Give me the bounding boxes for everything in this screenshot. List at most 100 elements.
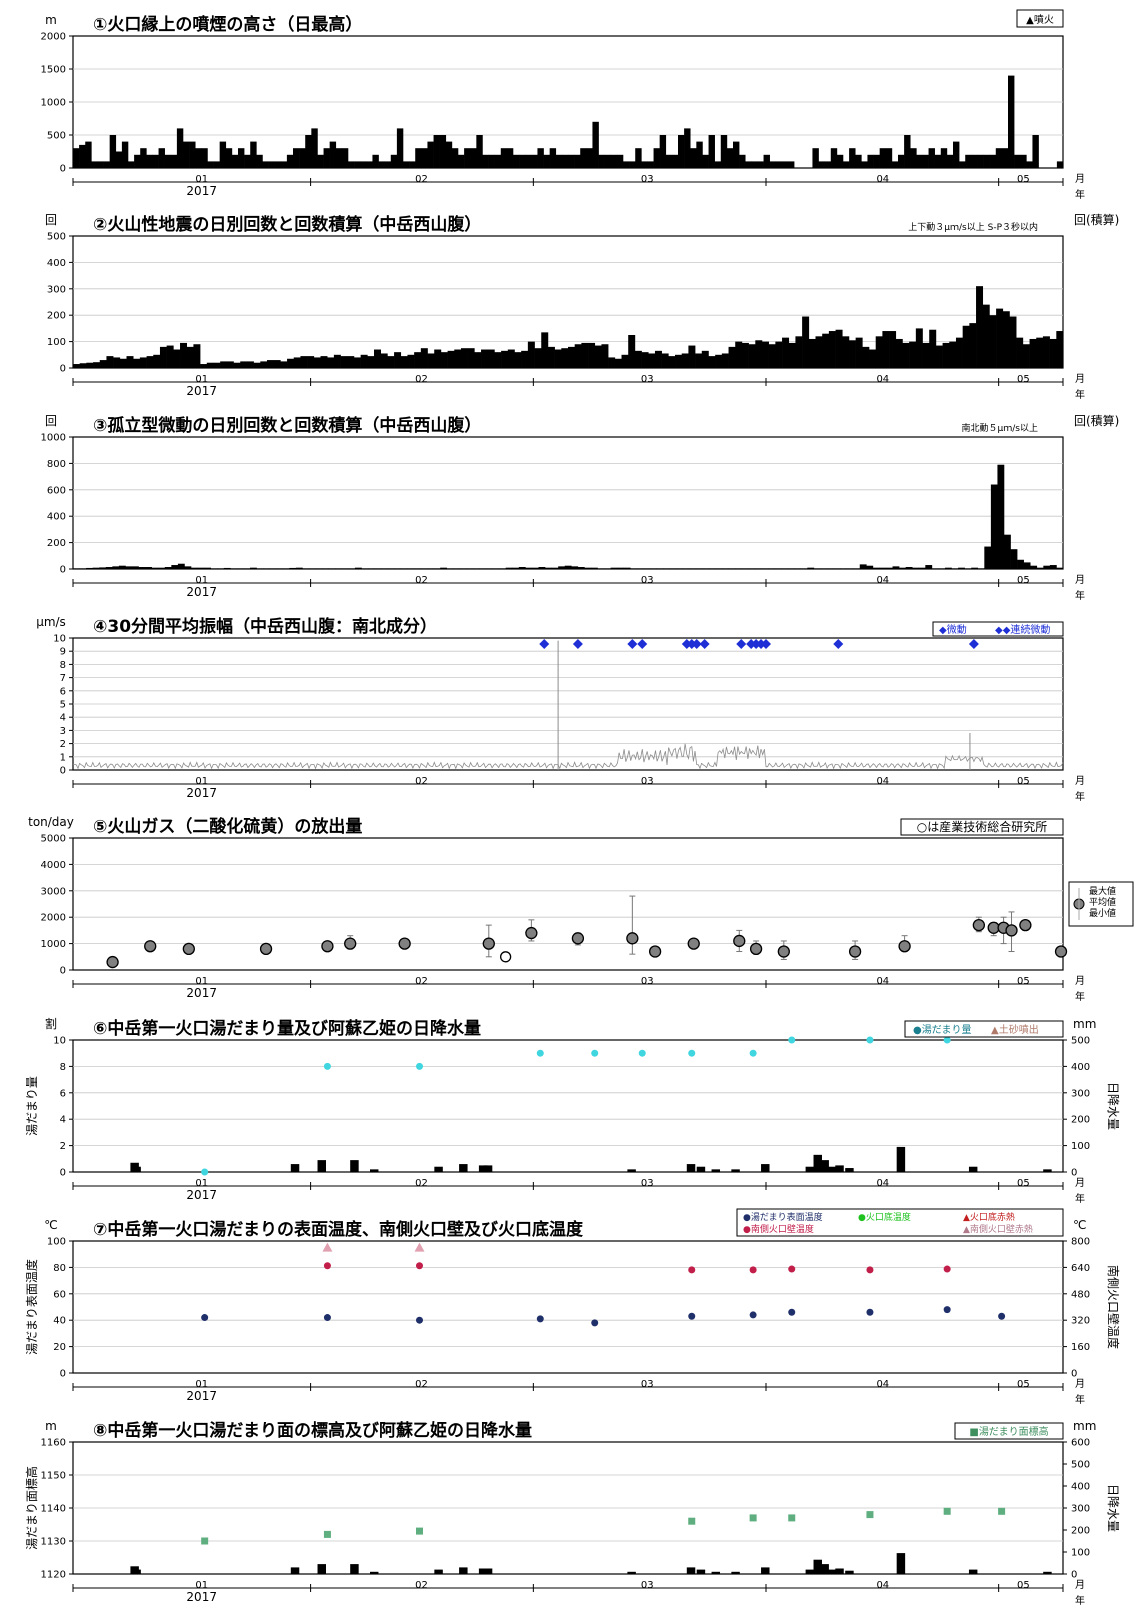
panel-title: ②火山性地震の日別回数と回数積算（中岳西山腹） (93, 214, 481, 235)
bar (885, 148, 893, 168)
bar (103, 161, 110, 168)
bar (904, 135, 911, 168)
bar (460, 348, 468, 368)
bar (400, 568, 408, 569)
month-unit: 月 (1075, 775, 1085, 787)
rain-bar (835, 1568, 844, 1574)
bar (676, 568, 684, 569)
rain-bar (627, 1571, 636, 1574)
x-tick-label: 02 (415, 575, 428, 586)
bar (260, 361, 268, 368)
panel-note: 上下動３μｍ/s以上 S-P３秒以内 (908, 221, 1038, 233)
bar (93, 362, 101, 368)
bar (836, 154, 844, 168)
legend-wall-glow: ▲南側火口壁赤熱 (963, 1223, 1033, 1235)
month-unit: 月 (1075, 373, 1085, 385)
bar (266, 360, 274, 368)
bar (902, 342, 910, 368)
bar (466, 568, 474, 569)
y2-axis-label: 回(積算) (1074, 413, 1119, 428)
bar (690, 148, 697, 168)
bar (861, 161, 868, 168)
y-unit-label: ton/day (28, 815, 74, 829)
bar (977, 154, 984, 168)
bar (995, 148, 1003, 168)
rain-bar (896, 1146, 906, 1172)
rain-bar (132, 1166, 141, 1172)
y2-tick-label: 160 (1071, 1342, 1090, 1353)
surface-temp-point (788, 1308, 796, 1316)
bar (302, 568, 310, 569)
bar (929, 329, 937, 368)
bar (794, 568, 802, 569)
y-tick-label: 1120 (41, 1570, 66, 1581)
rain-bar (290, 1567, 300, 1574)
bar (614, 358, 622, 368)
bar (513, 154, 520, 168)
rain-bar (1043, 1571, 1052, 1574)
rain-bar (845, 1570, 854, 1574)
bar (708, 135, 715, 168)
bar (767, 568, 775, 569)
bar (467, 348, 475, 368)
bar (360, 161, 367, 168)
bar (982, 304, 990, 368)
bar (354, 161, 361, 168)
bar (807, 567, 815, 569)
x-year-label: 2017 (186, 384, 217, 398)
bar (590, 567, 598, 569)
bar (361, 568, 369, 569)
bar (487, 349, 495, 368)
bar (333, 354, 341, 368)
bar (115, 151, 123, 168)
bar (946, 154, 954, 168)
month-unit: 月 (1075, 173, 1085, 185)
gas-point (259, 942, 273, 956)
bar (213, 161, 220, 168)
bar (482, 154, 489, 168)
tremor-marker (761, 639, 771, 649)
wall-temp-point (943, 1265, 951, 1273)
bar (92, 567, 100, 569)
bar (268, 161, 275, 168)
bar (99, 567, 107, 569)
x-year-label: 2017 (186, 1590, 217, 1604)
bar (555, 154, 563, 168)
rain-bar (968, 1569, 978, 1574)
rain-bar (317, 1160, 326, 1172)
x-tick-label: 03 (641, 1580, 654, 1591)
y-tick-label: 0 (60, 364, 66, 375)
bar (1022, 344, 1030, 368)
rain-bar (483, 1165, 493, 1172)
y-unit-label: μm/s (36, 615, 66, 629)
wall-temp-point (749, 1266, 757, 1274)
bar (97, 161, 104, 168)
y-tick-label: 40 (53, 1316, 66, 1327)
bar (813, 568, 821, 569)
x-year-label: 2017 (186, 786, 217, 800)
tremor-marker (833, 639, 844, 649)
bar (745, 161, 752, 168)
bar (635, 148, 642, 168)
rain-bar (835, 1165, 844, 1172)
bar (183, 141, 190, 168)
x-tick-label: 05 (1017, 1178, 1030, 1189)
bar (688, 345, 696, 368)
bar (184, 566, 192, 569)
y-tick-label: 5000 (41, 834, 66, 845)
year-unit: 年 (1075, 589, 1085, 602)
bar (675, 354, 683, 368)
gas-point (106, 955, 119, 969)
bar (505, 567, 513, 569)
year-unit: 年 (1075, 790, 1085, 803)
pool-level-point (749, 1514, 757, 1522)
bar (276, 568, 284, 569)
bar (824, 161, 832, 168)
rain-bar (459, 1567, 468, 1574)
bar (867, 154, 874, 168)
bar (323, 148, 330, 168)
bar (207, 161, 214, 168)
gas-point (321, 940, 334, 953)
surface-temp-point (688, 1312, 696, 1320)
bar (506, 148, 514, 168)
